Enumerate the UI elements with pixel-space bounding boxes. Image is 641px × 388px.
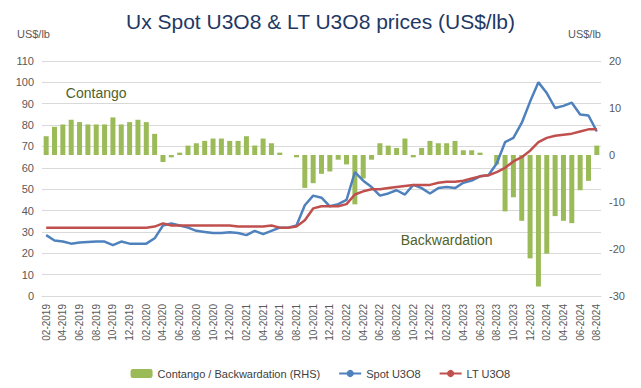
- svg-text:110: 110: [16, 55, 34, 67]
- svg-text:12-2022: 12-2022: [424, 304, 435, 341]
- svg-text:Backwardation: Backwardation: [401, 232, 493, 248]
- svg-text:10: 10: [609, 102, 621, 114]
- svg-text:-10: -10: [609, 196, 625, 208]
- svg-text:08-2020: 08-2020: [191, 304, 202, 341]
- svg-text:10-2020: 10-2020: [208, 304, 219, 341]
- svg-text:12-2021: 12-2021: [324, 304, 335, 341]
- svg-text:02-2021: 02-2021: [241, 304, 252, 341]
- svg-text:08-2022: 08-2022: [391, 304, 402, 341]
- svg-text:04-2024: 04-2024: [558, 304, 569, 341]
- svg-text:10-2019: 10-2019: [107, 304, 118, 341]
- svg-text:06-2020: 06-2020: [174, 304, 185, 341]
- svg-text:Spot U3O8: Spot U3O8: [366, 368, 420, 380]
- svg-text:12-2023: 12-2023: [525, 304, 536, 341]
- svg-text:60: 60: [22, 162, 34, 174]
- svg-text:08-2021: 08-2021: [291, 304, 302, 341]
- svg-text:06-2024: 06-2024: [575, 304, 586, 341]
- svg-text:-30: -30: [609, 290, 625, 302]
- svg-text:10: 10: [22, 269, 34, 281]
- svg-text:04-2021: 04-2021: [258, 304, 269, 341]
- svg-text:10-2022: 10-2022: [408, 304, 419, 341]
- svg-text:Contango: Contango: [66, 85, 127, 101]
- svg-text:02-2023: 02-2023: [441, 304, 452, 341]
- svg-text:LT U3O8: LT U3O8: [467, 368, 511, 380]
- svg-text:90: 90: [22, 98, 34, 110]
- svg-text:-20: -20: [609, 243, 625, 255]
- svg-text:04-2020: 04-2020: [157, 304, 168, 341]
- svg-text:US$/lb: US$/lb: [568, 28, 601, 40]
- svg-text:04-2022: 04-2022: [358, 304, 369, 341]
- svg-text:10-2023: 10-2023: [508, 304, 519, 341]
- svg-text:02-2020: 02-2020: [141, 304, 152, 341]
- svg-text:Ux Spot U3O8 & LT U3O8 prices: Ux Spot U3O8 & LT U3O8 prices (US$/lb): [126, 10, 515, 33]
- svg-text:70: 70: [22, 140, 34, 152]
- svg-text:04-2019: 04-2019: [57, 304, 68, 341]
- svg-text:06-2019: 06-2019: [74, 304, 85, 341]
- svg-text:12-2020: 12-2020: [224, 304, 235, 341]
- svg-text:10-2021: 10-2021: [308, 304, 319, 341]
- svg-text:06-2023: 06-2023: [475, 304, 486, 341]
- svg-text:40: 40: [22, 205, 34, 217]
- svg-text:04-2023: 04-2023: [458, 304, 469, 341]
- svg-text:0: 0: [28, 290, 34, 302]
- svg-text:08-2024: 08-2024: [591, 304, 602, 341]
- svg-text:30: 30: [22, 226, 34, 238]
- svg-text:US$/lb: US$/lb: [17, 28, 50, 40]
- svg-text:50: 50: [22, 183, 34, 195]
- svg-text:0: 0: [609, 149, 615, 161]
- svg-text:02-2022: 02-2022: [341, 304, 352, 341]
- svg-text:02-2024: 02-2024: [541, 304, 552, 341]
- svg-text:20: 20: [22, 247, 34, 259]
- svg-text:12-2019: 12-2019: [124, 304, 135, 341]
- svg-text:06-2022: 06-2022: [374, 304, 385, 341]
- svg-text:20: 20: [609, 55, 621, 67]
- svg-text:06-2021: 06-2021: [274, 304, 285, 341]
- svg-text:100: 100: [16, 76, 34, 88]
- svg-text:Contango / Backwardation (RHS): Contango / Backwardation (RHS): [158, 368, 321, 380]
- svg-text:08-2019: 08-2019: [91, 304, 102, 341]
- svg-text:02-2019: 02-2019: [41, 304, 52, 341]
- svg-text:80: 80: [22, 119, 34, 131]
- svg-text:08-2023: 08-2023: [491, 304, 502, 341]
